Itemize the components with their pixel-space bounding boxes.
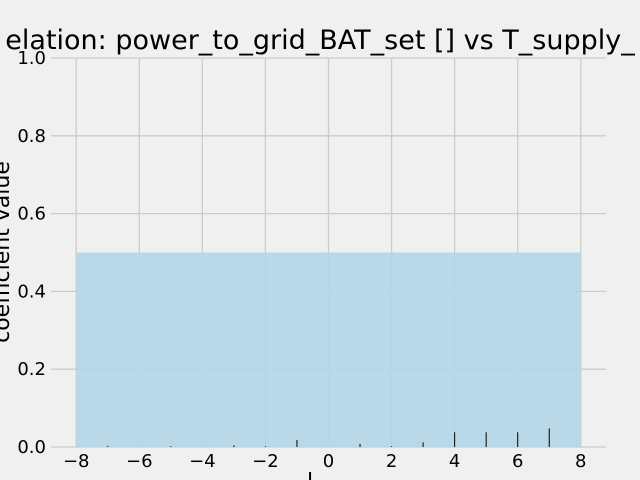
y-tick-label-2: 0.4 (17, 281, 46, 302)
x-tick-label-5: 2 (386, 451, 397, 472)
y-tick-label-1: 0.2 (17, 359, 46, 380)
x-tick-label-4: 0 (323, 451, 334, 472)
x-tick-label-8: 8 (575, 451, 586, 472)
x-tick-label-7: 6 (512, 451, 523, 472)
x-tick-label-2: −4 (189, 451, 216, 472)
chart-title: elation: power_to_grid_BAT_set [] vs T_s… (5, 25, 635, 56)
x-tick-label-0: −8 (63, 451, 90, 472)
correlation-stems (107, 428, 550, 447)
confidence-band-layer (76, 252, 581, 447)
x-tick-label-1: −6 (126, 451, 153, 472)
tick-labels: −8 −6 −4 −2 0 2 4 6 8 0.0 0.2 0.4 0.6 0.8 1.0 (17, 48, 586, 472)
confidence-band (76, 252, 581, 447)
y-axis-label: coefficient value (0, 161, 15, 343)
x-tick-label-3: −2 (252, 451, 279, 472)
y-tick-label-4: 0.8 (17, 126, 46, 147)
y-tick-label-0: 0.0 (17, 437, 46, 458)
y-tick-label-3: 0.6 (17, 204, 46, 225)
x-axis-label: l (307, 470, 313, 480)
y-tick-label-5: 1.0 (17, 48, 46, 69)
x-tick-label-6: 4 (449, 451, 460, 472)
